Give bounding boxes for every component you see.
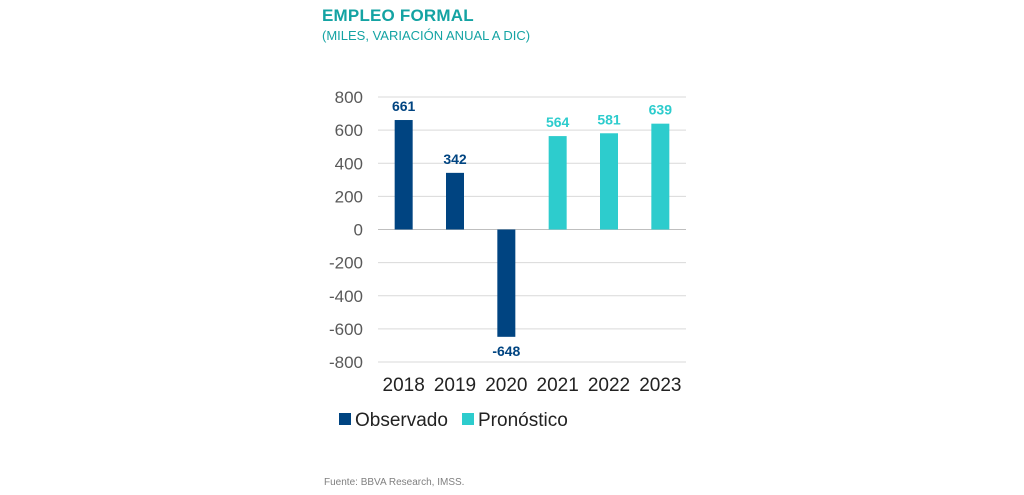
x-tick-label: 2021 [537, 375, 579, 396]
data-label-2022: 581 [597, 111, 621, 127]
x-tick-label: 2018 [383, 375, 425, 396]
data-labels: 661 342 -648 564 581 639 [392, 98, 672, 359]
bar-2021 [548, 136, 567, 230]
bar-2023 [651, 123, 670, 230]
gridlines [378, 96, 686, 363]
y-tick-label: 600 [335, 121, 363, 140]
bars [394, 120, 670, 337]
y-tick-label: 0 [354, 221, 363, 240]
x-axis: 2018 2019 2020 2021 2022 2023 [383, 375, 682, 396]
data-label-2018: 661 [392, 98, 416, 114]
y-tick-label: -200 [329, 254, 363, 273]
data-label-2019: 342 [443, 151, 467, 167]
bar-2018 [394, 120, 413, 230]
y-tick-label: -600 [329, 320, 363, 339]
legend-swatch-pronostico [462, 413, 474, 425]
bar-2022 [600, 133, 618, 230]
chart-subtitle: (MILES, VARIACIÓN ANUAL A DIC) [322, 28, 531, 43]
y-tick-label: -800 [329, 353, 363, 372]
y-tick-label: -400 [329, 287, 363, 306]
y-tick-label: 800 [335, 88, 363, 107]
y-tick-label: 200 [335, 187, 363, 206]
data-label-2020: -648 [492, 343, 520, 359]
x-tick-label: 2022 [588, 375, 630, 396]
legend-label-observado: Observado [355, 410, 448, 431]
legend-label-pronostico: Pronóstico [478, 410, 568, 431]
x-tick-label: 2019 [434, 375, 476, 396]
data-label-2023: 639 [649, 102, 673, 118]
x-tick-label: 2023 [639, 375, 681, 396]
data-label-2021: 564 [546, 114, 570, 130]
bar-chart: 800 600 400 200 0 -200 -400 -600 -800 661 342 -648… [329, 88, 686, 431]
bar-2019 [446, 172, 464, 230]
legend-swatch-observado [339, 413, 351, 425]
y-axis: 800 600 400 200 0 -200 -400 -600 -800 [329, 88, 363, 372]
chart-title: EMPLEO FORMAL [322, 6, 474, 25]
source-note: Fuente: BBVA Research, IMSS. [324, 477, 465, 488]
x-tick-label: 2020 [485, 375, 527, 396]
legend: Observado Pronóstico [339, 410, 568, 431]
y-tick-label: 400 [335, 154, 363, 173]
bar-2020 [497, 229, 516, 337]
